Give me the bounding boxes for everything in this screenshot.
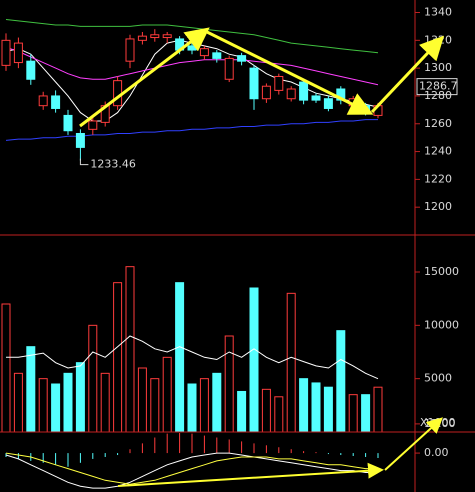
candle-body [162, 34, 172, 39]
arrow [117, 462, 384, 487]
candle-body [187, 45, 197, 51]
volume-bar [212, 372, 222, 432]
macd-panel [5, 433, 379, 489]
volume-bar [261, 388, 271, 432]
volume-bar [13, 372, 23, 432]
volume-bar [224, 335, 234, 432]
arrow [384, 417, 443, 471]
candle-body [137, 35, 147, 41]
volume-bar [1, 303, 11, 432]
volume-bar [125, 266, 135, 432]
candle-body [150, 34, 160, 39]
y-tick-label: 1200 [424, 200, 452, 213]
candle-body [75, 132, 85, 148]
indicator-line [5, 46, 379, 86]
volume-bar [88, 324, 98, 432]
volume-bar [199, 378, 209, 432]
volume-bar [75, 362, 85, 432]
candle-body [113, 80, 123, 107]
y-tick-label: 10000 [424, 318, 459, 331]
candle-body [274, 75, 284, 91]
volume-bar [348, 394, 358, 432]
volume-bar [162, 356, 172, 432]
arrow [79, 27, 210, 128]
volume-bar [150, 378, 160, 432]
annotation-arrows [79, 27, 445, 487]
last-price-box [416, 78, 458, 96]
candle-body [286, 88, 296, 100]
volume-bar [26, 346, 36, 432]
volume-bar [299, 378, 309, 432]
volume-bar [100, 372, 110, 432]
y-tick-label: 1300 [424, 61, 452, 74]
volume-bar [361, 394, 371, 432]
volume-bar [286, 292, 296, 432]
volume-bar [175, 282, 185, 432]
volume-bar [336, 330, 346, 432]
y-tick-label: 1320 [424, 33, 452, 46]
candle-body [13, 42, 23, 64]
y-tick-label: 1280 [424, 89, 452, 102]
volume-bar [63, 372, 73, 432]
indicator-line [6, 335, 379, 380]
y-tick-label: 15000 [424, 265, 459, 278]
candle-body [237, 55, 247, 62]
candle-body [323, 98, 333, 109]
candle-body [1, 39, 11, 66]
y-tick-label: 1260 [424, 117, 452, 130]
arrow [370, 35, 445, 114]
candle-body [51, 95, 61, 109]
candle-body [249, 67, 259, 100]
y-tick-label: 5000 [424, 372, 452, 385]
volume-bar [187, 383, 197, 432]
volume-bar [137, 367, 147, 432]
volume-bar [237, 390, 247, 432]
candle-body [199, 48, 209, 57]
volume-bar [38, 378, 48, 432]
volume-bar [274, 396, 284, 432]
y-tick-label: 1340 [424, 6, 452, 19]
candle-body [88, 120, 98, 130]
indicator-line [5, 452, 378, 489]
candle-body [125, 38, 135, 62]
y-tick-label: 15.00 [424, 417, 456, 430]
y-tick-label: 0.00 [424, 446, 449, 459]
candle-body [224, 57, 234, 80]
candle-body [311, 95, 321, 101]
volume-bar [113, 282, 123, 432]
candle-body [26, 60, 36, 80]
candle-body [38, 95, 48, 107]
y-tick-label: 1240 [424, 145, 452, 158]
volume-bar [311, 382, 321, 432]
candle-body [261, 85, 271, 100]
last-price-label: 1286.7 [419, 80, 458, 93]
candle-body [299, 81, 309, 101]
candle-body [212, 52, 222, 59]
y-tick-label: 1220 [424, 172, 452, 185]
candle-body [63, 114, 73, 132]
indicator-line [5, 119, 378, 141]
indicator-line [5, 452, 378, 485]
low-label: 1233.46 [90, 158, 135, 171]
volume-bar [323, 386, 333, 432]
volume-bar [249, 287, 259, 432]
arrow [204, 29, 374, 115]
volume-bar [373, 386, 383, 432]
volume-bar [51, 383, 61, 432]
low-marker [79, 158, 89, 166]
